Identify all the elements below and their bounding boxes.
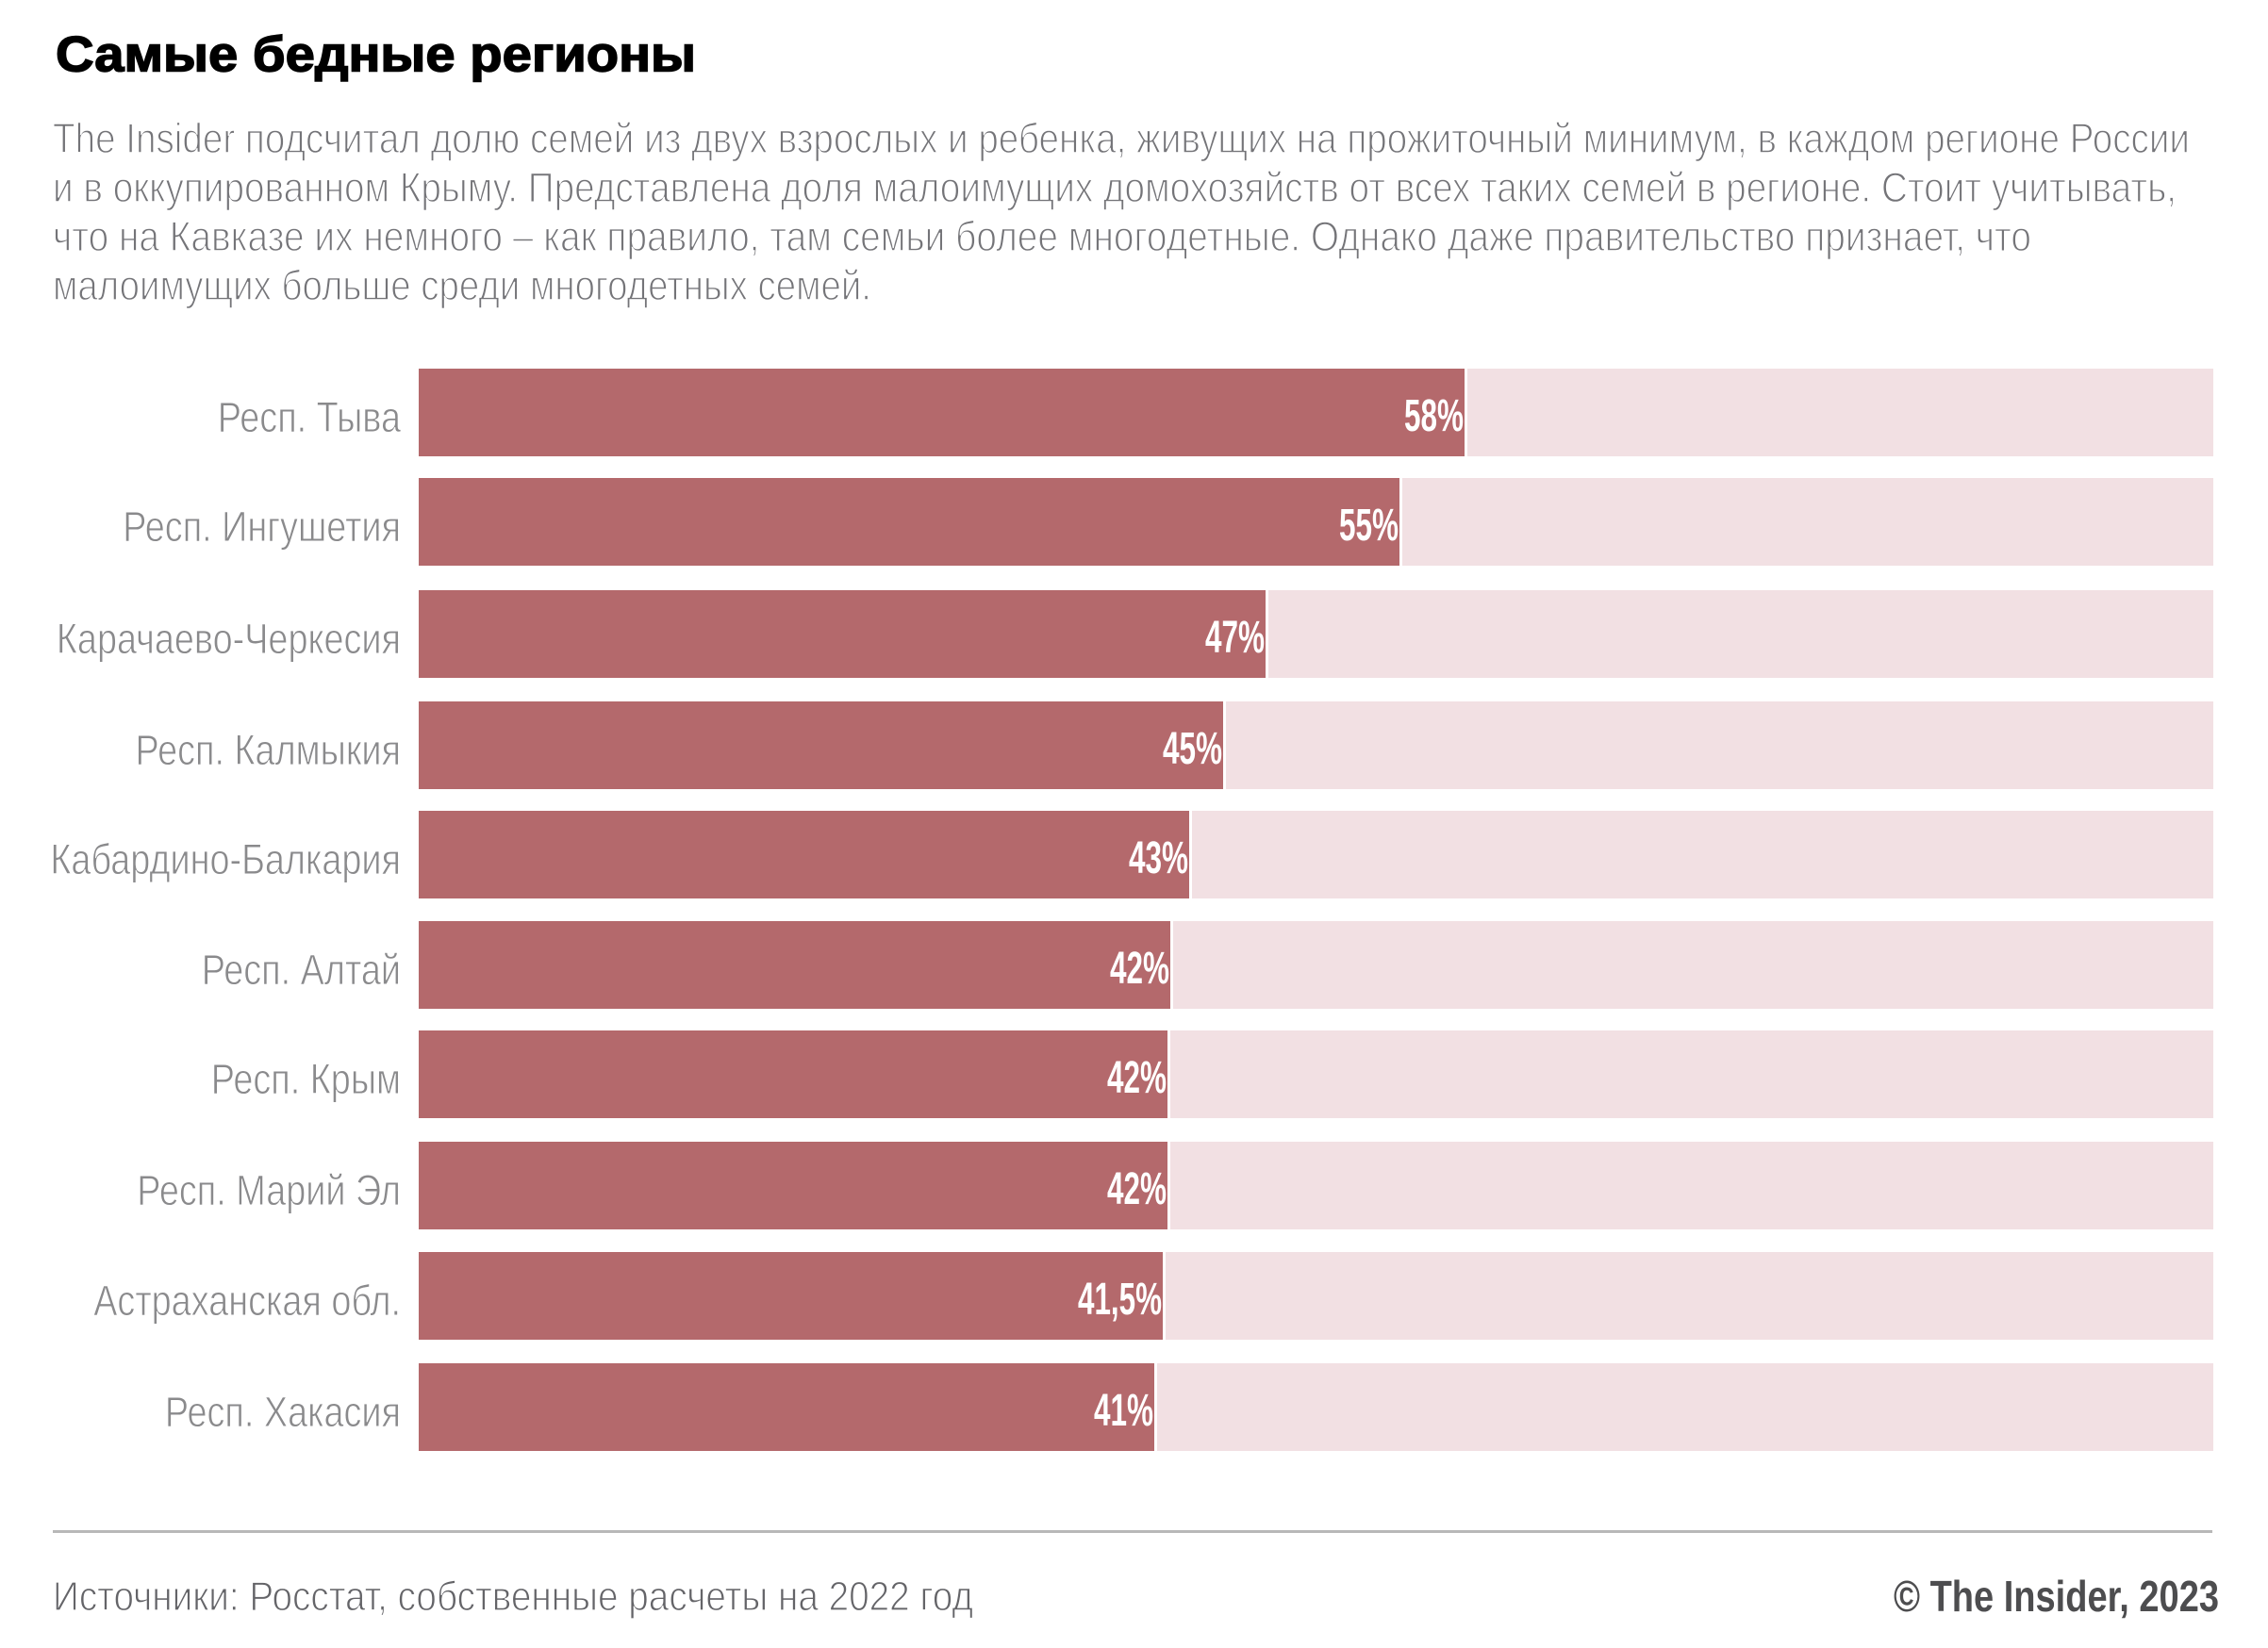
- svg-text:Кабардино-Балкария: Кабардино-Балкария: [50, 835, 401, 883]
- svg-text:42%: 42%: [1107, 1164, 1167, 1214]
- svg-text:Респ. Тыва: Респ. Тыва: [218, 393, 402, 441]
- svg-text:The Insider подсчитал долю сем: The Insider подсчитал долю семей из двух…: [53, 116, 2190, 162]
- svg-text:Респ. Калмыкия: Респ. Калмыкия: [136, 726, 402, 774]
- svg-text:Респ. Алтай: Респ. Алтай: [202, 946, 401, 994]
- svg-text:Самые бедные регионы: Самые бедные регионы: [56, 27, 696, 83]
- svg-text:Карачаево-Черкесия: Карачаево-Черкесия: [57, 615, 401, 663]
- svg-text:и в оккупированном Крыму. Пред: и в оккупированном Крыму. Представлена д…: [53, 165, 2177, 211]
- svg-text:Респ. Хакасия: Респ. Хакасия: [165, 1388, 401, 1436]
- svg-text:42%: 42%: [1110, 944, 1169, 994]
- svg-text:© The Insider, 2023: © The Insider, 2023: [1894, 1572, 2219, 1621]
- svg-text:Астраханская обл.: Астраханская обл.: [93, 1277, 401, 1325]
- svg-text:43%: 43%: [1129, 833, 1188, 883]
- svg-text:41%: 41%: [1094, 1386, 1153, 1436]
- svg-text:Респ. Крым: Респ. Крым: [211, 1055, 401, 1103]
- svg-text:малоимущих больше среди многод: малоимущих больше среди многодетных семе…: [53, 263, 871, 309]
- svg-text:что на Кавказе их немного – ка: что на Кавказе их немного – как правило,…: [53, 214, 2031, 260]
- svg-text:41,5%: 41,5%: [1078, 1275, 1162, 1325]
- svg-text:42%: 42%: [1107, 1053, 1167, 1103]
- svg-text:58%: 58%: [1404, 391, 1464, 441]
- svg-text:Источники: Росстат, собственны: Источники: Росстат, собственные расчеты …: [53, 1574, 973, 1620]
- svg-text:45%: 45%: [1163, 724, 1222, 774]
- svg-text:Респ. Марий Эл: Респ. Марий Эл: [137, 1166, 401, 1214]
- svg-text:Респ. Ингушетия: Респ. Ингушетия: [123, 503, 401, 551]
- svg-text:55%: 55%: [1339, 501, 1399, 551]
- svg-text:47%: 47%: [1205, 613, 1265, 663]
